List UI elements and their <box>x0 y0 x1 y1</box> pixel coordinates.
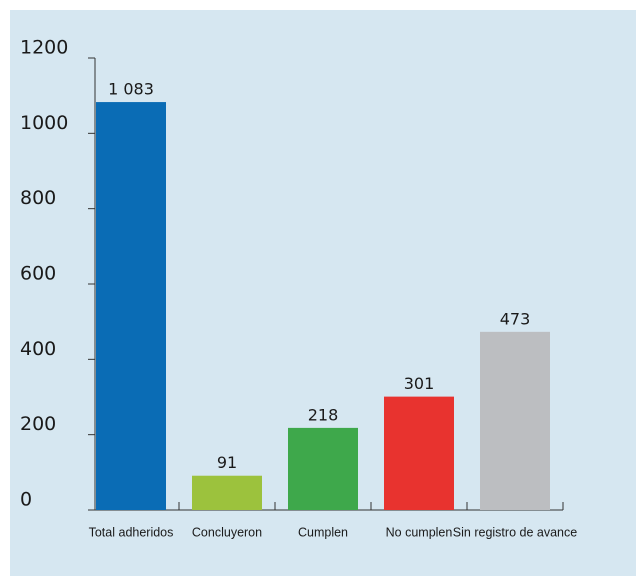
x-tick-label: Total adheridos <box>89 525 174 539</box>
bar <box>288 427 358 510</box>
y-tick-label: 600 <box>20 263 56 285</box>
y-tick-label: 1200 <box>20 37 68 59</box>
x-tick-label: Cumplen <box>298 525 348 539</box>
x-tick-label: No cumplen <box>386 525 453 539</box>
value-label: 218 <box>308 405 339 424</box>
value-label: 91 <box>217 453 237 472</box>
bar <box>96 102 166 510</box>
bar <box>384 396 454 510</box>
x-tick-label: Sin registro de avance <box>453 525 577 539</box>
y-tick-label: 0 <box>20 489 32 511</box>
value-label: 473 <box>500 309 531 328</box>
value-label: 301 <box>404 374 435 393</box>
bar <box>480 331 550 510</box>
value-label: 1 083 <box>108 80 154 99</box>
y-tick-label: 1000 <box>20 112 68 134</box>
y-tick-label: 800 <box>20 187 56 209</box>
y-tick-label: 400 <box>20 338 56 360</box>
y-tick-label: 200 <box>20 413 56 435</box>
bar <box>192 475 262 510</box>
x-tick-label: Concluyeron <box>192 525 262 539</box>
